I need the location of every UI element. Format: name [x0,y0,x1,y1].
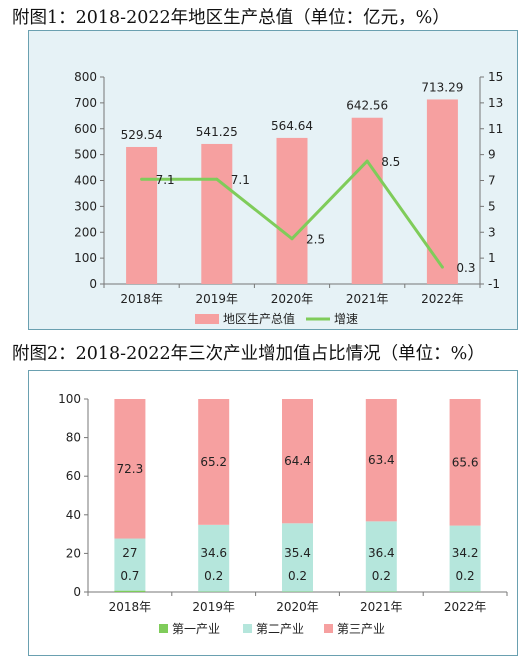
primary-label: 0.2 [204,569,223,583]
growth-label: 8.5 [381,155,400,169]
gdp-bar [201,143,233,284]
y-left-tick-label: 300 [74,199,97,213]
growth-label: 7.1 [156,173,175,187]
chart1-panel: 0 100 200 300 400 500 600 700 800 -1 1 3 5 7 9 11 13 15 52… [28,30,518,330]
growth-point [215,177,219,181]
stack-segment-3 [114,399,146,539]
growth-point [365,159,369,163]
stack-segment-2 [198,524,230,592]
y-tick-label: 20 [66,546,81,560]
tertiary-label: 65.6 [452,455,479,469]
y-tick-label: 40 [66,508,81,522]
secondary-label: 34.6 [200,546,227,560]
gdp-bar-label: 713.29 [421,80,463,94]
primary-label: 0.7 [120,569,139,583]
legend-swatch [324,624,333,633]
growth-point [290,237,294,241]
legend-label-growth: 增速 [334,312,358,326]
x-tick-label: 2019年 [192,600,235,614]
y-tick-label: 60 [66,469,81,483]
gdp-bar [351,117,383,284]
y-left-tick-label: 100 [74,251,97,265]
tertiary-label: 72.3 [117,462,144,476]
y-left-tick-label: 500 [74,148,97,162]
primary-label: 0.2 [288,569,307,583]
y-tick-label: 100 [58,392,81,406]
growth-label: 7.1 [231,173,250,187]
growth-point [140,177,144,181]
growth-label: 2.5 [306,233,325,247]
x-tick-label: 2022年 [444,600,487,614]
secondary-label: 27 [122,546,137,560]
stack-segment-3 [282,399,313,524]
stack-segment-2 [365,521,397,592]
y-right-tick-label: 15 [488,70,503,84]
y-left-tick-label: 800 [74,70,97,84]
gdp-bar [276,137,308,284]
y-left-tick-label: 200 [74,225,97,239]
secondary-label: 34.2 [452,546,479,560]
legend-label: 第二产业 [256,622,304,636]
legend-swatch [159,624,168,633]
gdp-bar [426,99,458,284]
y-left-tick-label: 700 [74,96,97,110]
x-tick-label: 2018年 [120,292,163,306]
tertiary-label: 64.4 [284,454,311,468]
tertiary-label: 65.2 [200,455,227,469]
secondary-label: 35.4 [284,546,311,560]
chart2-panel: 0 20 40 60 80 100 0.7 27 72.3 2018年 0.2 34.6 65.2 201… [28,370,518,656]
primary-label: 0.2 [372,569,391,583]
legend-label-gdp: 地区生产总值 [223,311,295,326]
x-tick-label: 2020年 [276,600,319,614]
x-tick-label: 2019年 [196,292,239,306]
growth-point [440,265,444,269]
legend-swatch [243,624,252,633]
y-right-tick-label: 13 [488,96,503,110]
y-left-tick-label: 400 [74,174,97,188]
y-right-tick-label: -1 [488,277,500,291]
primary-label: 0.2 [456,569,475,583]
growth-label: 0.3 [456,261,475,275]
x-tick-label: 2022年 [421,292,464,306]
chart2-svg: 0 20 40 60 80 100 0.7 27 72.3 2018年 0.2 34.6 65.2 201… [58,392,508,636]
x-tick-label: 2018年 [109,600,152,614]
y-right-tick-label: 5 [488,199,496,213]
y-tick-label: 0 [73,585,81,599]
y-tick-label: 80 [66,431,81,445]
chart1-svg: 0100200300400500600700800-11357911131552… [74,70,503,326]
stack-segment-3 [449,399,481,526]
y-right-tick-label: 9 [488,148,496,162]
tertiary-label: 63.4 [368,453,395,467]
gdp-bar-label: 564.64 [271,119,313,133]
stack-segment-2 [282,523,313,592]
stack-segment-2 [449,525,481,592]
y-right-tick-label: 7 [488,174,496,188]
stack-segment-3 [198,399,230,525]
y-left-tick-label: 0 [89,277,97,291]
y-right-tick-label: 1 [488,251,496,265]
gdp-bar [126,146,158,284]
chart2-title: 附图2：2018-2022年三次产业增加值占比情况（单位：%） [12,344,485,364]
y-right-tick-label: 3 [488,225,496,239]
stack-segment-2 [114,538,146,591]
stack-segment-3 [365,399,397,522]
y-right-tick-label: 11 [488,122,503,136]
x-tick-label: 2020年 [271,292,314,306]
chart1-title: 附图1：2018-2022年地区生产总值（单位：亿元，%） [12,8,450,28]
gdp-bar-label: 541.25 [196,125,238,139]
gdp-bar-label: 529.54 [121,128,163,142]
y-left-tick-label: 600 [74,122,97,136]
legend-swatch-gdp [195,314,219,324]
legend-label: 第三产业 [337,622,385,636]
secondary-label: 36.4 [368,546,395,560]
stack-segment-1 [114,590,146,592]
x-tick-label: 2021年 [360,600,403,614]
gdp-bar-label: 642.56 [346,99,388,113]
x-tick-label: 2021年 [346,292,389,306]
legend-label: 第一产业 [172,622,220,636]
